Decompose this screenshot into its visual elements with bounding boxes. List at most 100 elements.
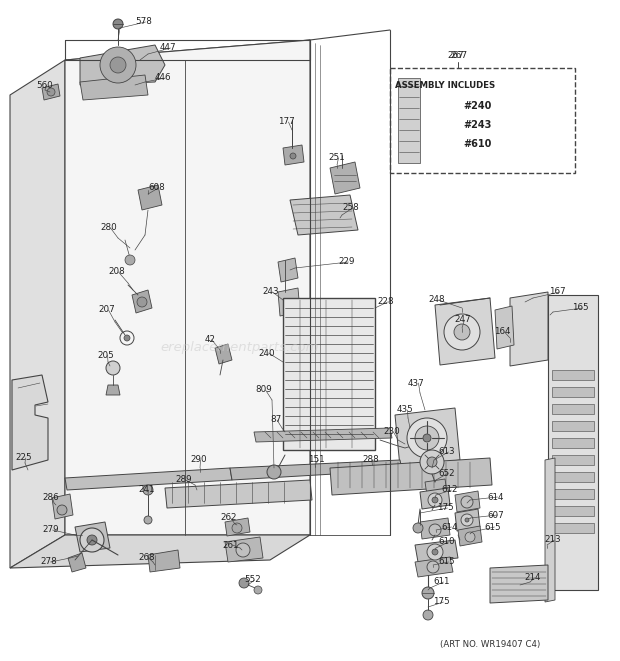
Text: 614: 614 (487, 492, 503, 502)
Polygon shape (225, 518, 250, 536)
Circle shape (432, 497, 438, 503)
Polygon shape (548, 295, 598, 590)
Circle shape (236, 543, 250, 557)
Text: 267: 267 (450, 52, 467, 61)
Polygon shape (425, 479, 447, 495)
Polygon shape (290, 195, 358, 235)
Polygon shape (552, 438, 594, 448)
Polygon shape (75, 522, 110, 552)
Text: 165: 165 (572, 303, 588, 313)
Text: 278: 278 (40, 557, 57, 566)
Text: 289: 289 (175, 475, 192, 485)
Text: 615: 615 (438, 557, 454, 566)
Circle shape (267, 465, 281, 479)
Text: #610: #610 (464, 139, 492, 149)
Text: 615: 615 (484, 522, 500, 531)
Polygon shape (165, 480, 312, 508)
Text: 280: 280 (100, 223, 117, 233)
Circle shape (290, 153, 296, 159)
Polygon shape (490, 565, 548, 603)
Circle shape (100, 47, 136, 83)
Polygon shape (458, 526, 482, 546)
Text: 205: 205 (97, 350, 113, 360)
Polygon shape (254, 428, 392, 442)
Polygon shape (415, 540, 458, 562)
Text: 175: 175 (433, 598, 450, 607)
Text: 207: 207 (98, 305, 115, 315)
Text: 177: 177 (278, 118, 294, 126)
Polygon shape (552, 404, 594, 414)
Circle shape (427, 457, 437, 467)
Circle shape (420, 450, 444, 474)
Circle shape (465, 518, 469, 522)
Polygon shape (420, 518, 450, 539)
Polygon shape (552, 387, 594, 397)
Polygon shape (545, 458, 555, 602)
Polygon shape (330, 162, 360, 194)
Circle shape (427, 544, 443, 560)
Polygon shape (398, 78, 420, 163)
Polygon shape (552, 489, 594, 499)
Polygon shape (552, 421, 594, 431)
Polygon shape (552, 370, 594, 380)
Text: 552: 552 (244, 576, 261, 584)
Circle shape (454, 324, 470, 340)
Polygon shape (435, 298, 495, 365)
Text: 290: 290 (190, 455, 206, 465)
Polygon shape (283, 145, 304, 165)
Circle shape (57, 505, 67, 515)
Circle shape (423, 434, 431, 442)
Polygon shape (80, 45, 165, 85)
Polygon shape (68, 553, 86, 572)
Text: 437: 437 (408, 379, 425, 387)
Text: 240: 240 (258, 348, 275, 358)
Circle shape (429, 524, 441, 536)
Polygon shape (65, 40, 310, 60)
Polygon shape (65, 40, 310, 535)
Circle shape (232, 523, 242, 533)
Circle shape (254, 586, 262, 594)
Circle shape (80, 528, 104, 552)
Text: 258: 258 (342, 204, 359, 212)
Text: 261: 261 (222, 541, 239, 549)
Polygon shape (230, 460, 402, 480)
Text: 225: 225 (15, 453, 32, 463)
Text: #240: #240 (464, 101, 492, 111)
Polygon shape (495, 306, 514, 349)
Text: 610: 610 (438, 537, 454, 547)
Polygon shape (225, 537, 263, 562)
Text: 607: 607 (487, 510, 503, 520)
Polygon shape (138, 185, 162, 210)
Text: 213: 213 (544, 535, 560, 545)
Text: 611: 611 (433, 578, 450, 586)
Text: 164: 164 (494, 327, 510, 336)
Text: 613: 613 (438, 447, 454, 457)
Polygon shape (10, 60, 65, 568)
Text: 612: 612 (441, 485, 458, 494)
Text: 230: 230 (383, 428, 400, 436)
Polygon shape (12, 375, 48, 470)
Circle shape (113, 19, 123, 29)
Text: 809: 809 (255, 385, 272, 395)
Text: ereplacementparts.com: ereplacementparts.com (161, 342, 319, 354)
Circle shape (87, 535, 97, 545)
Text: 286: 286 (42, 494, 59, 502)
Text: 435: 435 (397, 405, 414, 414)
Text: 446: 446 (155, 73, 172, 83)
Circle shape (47, 88, 55, 96)
Text: 241: 241 (138, 485, 154, 494)
Polygon shape (52, 494, 73, 519)
Circle shape (465, 532, 475, 542)
Text: 560: 560 (36, 81, 53, 89)
Circle shape (239, 578, 249, 588)
Text: #243: #243 (464, 120, 492, 130)
Polygon shape (42, 84, 60, 100)
Text: 175: 175 (437, 504, 454, 512)
Text: 228: 228 (377, 297, 394, 307)
Text: 42: 42 (205, 336, 216, 344)
Circle shape (413, 523, 423, 533)
Polygon shape (552, 455, 594, 465)
Text: 247: 247 (454, 315, 471, 325)
Circle shape (444, 314, 480, 350)
Polygon shape (278, 288, 300, 316)
